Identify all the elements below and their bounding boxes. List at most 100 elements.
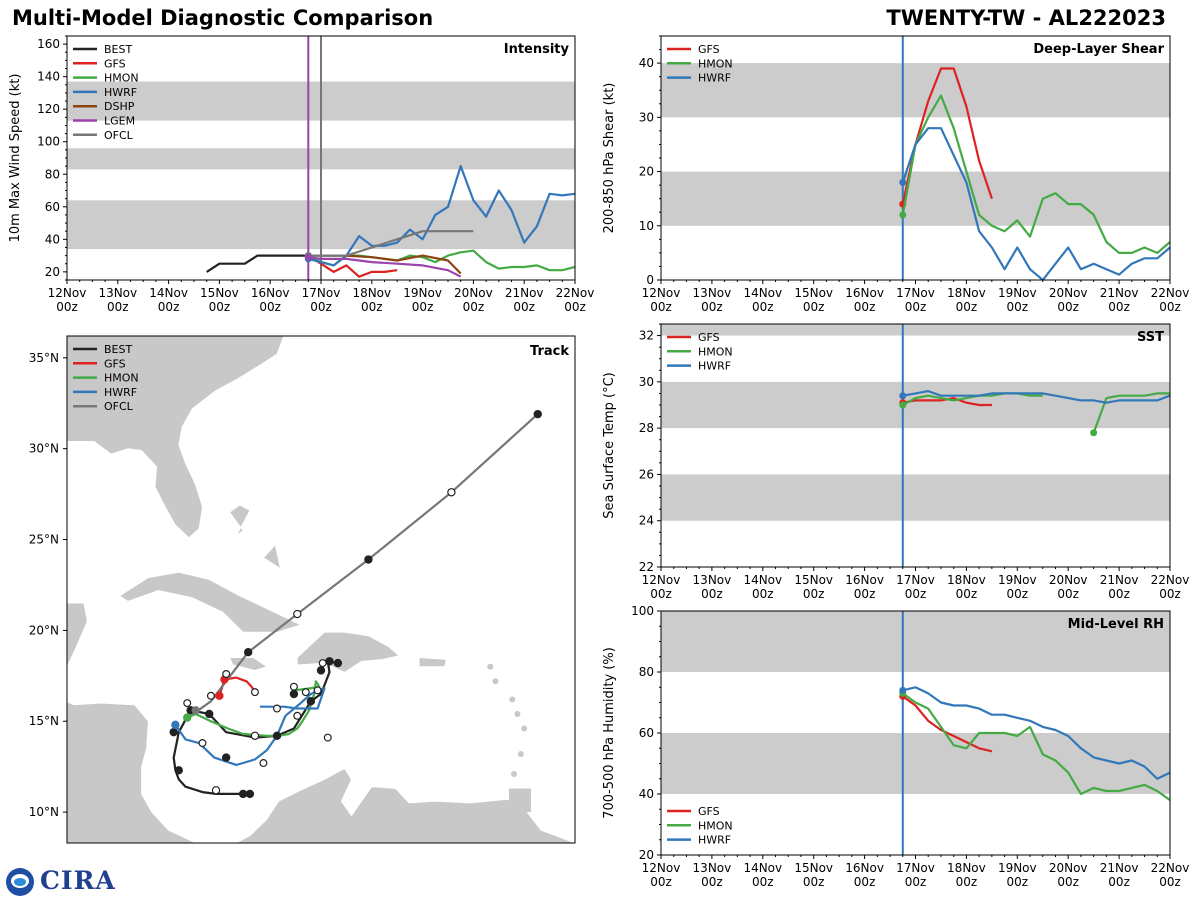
shear-xtick-label: 20Nov [1049,286,1088,300]
lesser-antilles-land [517,750,524,757]
sst-ytick-label: 30 [639,375,654,389]
rh-xtick-label: 00z [1108,875,1130,889]
track-marker-best [272,731,282,740]
intensity-xtick-label: 00z [361,300,383,314]
track-marker-ofcl [447,488,456,497]
track-marker-ofcl [533,409,542,419]
shear-ytick-label: 40 [639,56,654,70]
rh-legend-label-gfs: GFS [698,805,720,818]
cira-logo-text: CIRA [40,866,116,895]
track-marker-ofcl [364,555,373,564]
rh-xtick-label: 00z [1007,875,1029,889]
track-marker-open [183,699,192,708]
sst-xtick-label: 14Nov [743,573,782,587]
intensity-legend-label-lgem: LGEM [104,115,135,128]
intensity-series-hwrf [308,165,575,267]
shear-xtick-label: 22Nov [1151,286,1190,300]
jamaica-land [228,657,268,671]
track-marker-ofcl [243,647,253,657]
track-marker-open [222,669,231,678]
sst-xtick-label: 12Nov [642,573,681,587]
shear-band [661,63,1170,118]
sst-start-point-hmon [899,401,907,409]
intensity-start-point-lgem [304,253,312,261]
sst-xtick-label: 00z [1007,587,1029,601]
lesser-antilles-land [509,696,516,703]
track-marker-best [245,789,255,799]
intensity-xtick-label: 21Nov [505,286,544,300]
track-legend-label-gfs: GFS [104,357,126,370]
intensity-ylabel: 10m Max Wind Speed (kt) [8,74,23,243]
rh-xtick-label: 16Nov [845,861,884,875]
shear-legend-label-gfs: GFS [698,43,720,56]
sst-legend-label-hmon: HMON [698,345,733,358]
sst-xtick-label: 00z [854,587,876,601]
rh-xtick-label: 22Nov [1151,861,1190,875]
shear-xtick-label: 00z [1007,300,1029,314]
rh-ytick-label: 60 [639,726,654,740]
shear-xtick-label: 17Nov [896,286,935,300]
intensity-ytick-label: 80 [45,167,60,181]
track-marker-open [206,691,215,700]
shear-series-hmon [901,94,1170,254]
rh-xtick-label: 14Nov [743,861,782,875]
track-marker-ofcl [293,609,302,619]
intensity-chart: 2040608010012014016012Nov00z13Nov00z14No… [8,35,595,314]
intensity-xtick-label: 22Nov [556,286,595,300]
track-ytick-label: 30°N [29,442,59,456]
lesser-antilles-land [514,710,521,717]
rh-xtick-label: 00z [803,875,825,889]
track-marker-gfs [215,691,224,701]
shear-band [661,171,1170,226]
intensity-ytick-label: 60 [45,200,60,214]
intensity-ytick-label: 100 [37,135,60,149]
shear-xtick-label: 18Nov [947,286,986,300]
sst-xtick-label: 16Nov [845,573,884,587]
rh-xtick-label: 12Nov [642,861,681,875]
sst-legend-label-hwrf: HWRF [698,360,731,373]
shear-series-gfs [901,67,993,205]
lesser-antilles-land [487,663,494,670]
rh-xtick-label: 21Nov [1100,861,1139,875]
track-ytick-label: 10°N [29,805,59,819]
track-line-hmon [186,680,321,737]
track-frame [66,335,576,844]
intensity-series-gfs [307,254,398,278]
sst-ytick-label: 22 [639,560,654,574]
intensity-xtick-label: 17Nov [302,286,341,300]
sst-chart: 22242628303212Nov00z13Nov00z14Nov00z15No… [602,323,1189,601]
bahamas-land [229,504,251,537]
track-marker-best [250,731,260,740]
track-marker-open [293,711,302,720]
track-map-area [67,336,575,843]
rh-xtick-label: 00z [854,875,876,889]
shear-xtick-label: 00z [1159,300,1181,314]
track-title: Track [530,344,569,359]
rh-xtick-label: 00z [1057,875,1079,889]
intensity-legend-label-best: BEST [104,43,132,56]
shear-legend-label-hmon: HMON [698,57,733,70]
track-marker-hwrf [171,720,180,730]
lesser-antilles-land [521,725,528,732]
track-ytick-label: 35°N [29,351,59,365]
intensity-xtick-label: 16Nov [251,286,290,300]
shear-xtick-label: 00z [854,300,876,314]
rh-band [661,611,1170,672]
track-marker-hmon [183,713,192,722]
shear-xtick-label: 00z [1057,300,1079,314]
track-legend-label-best: BEST [104,343,132,356]
intensity-xtick-label: 13Nov [98,286,137,300]
cira-logo: CIRA [4,866,116,898]
track-ytick-label: 25°N [29,533,59,547]
sst-xtick-label: 00z [905,587,927,601]
rh-xtick-label: 19Nov [998,861,1037,875]
intensity-legend-label-ofcl: OFCL [104,129,134,142]
sst-ytick-label: 24 [639,514,654,528]
shear-xtick-label: 14Nov [743,286,782,300]
sst-start-point-hwrf [899,392,907,400]
hispaniola-land [296,631,400,673]
shear-xtick-label: 00z [701,300,723,314]
shear-xtick-label: 12Nov [642,286,681,300]
